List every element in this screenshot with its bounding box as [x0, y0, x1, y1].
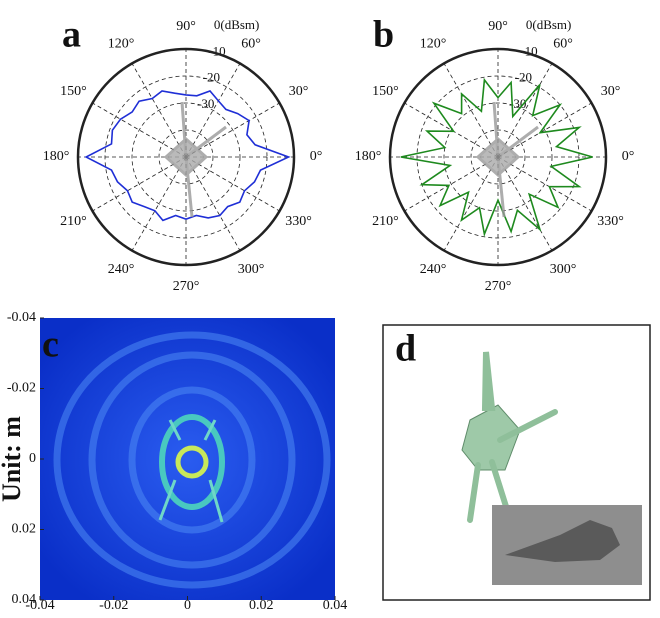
angle-label: 90° [488, 19, 508, 34]
angle-label: 330° [285, 214, 312, 229]
r-tick-label: 0(dBsm) [526, 17, 572, 32]
y-axis-label: Unit: m [0, 416, 26, 502]
angle-label: 300° [238, 262, 265, 277]
angle-label: 210° [60, 214, 87, 229]
angle-label: 30° [289, 84, 309, 99]
angle-label: 330° [597, 214, 624, 229]
x-tick-label: 0 [184, 598, 191, 613]
angle-label: 30° [601, 84, 621, 99]
r-tick-label: 0(dBsm) [214, 17, 260, 32]
y-tick-label: 0.04 [12, 592, 37, 607]
angle-label: 270° [173, 279, 200, 294]
angle-label: 90° [176, 19, 196, 34]
angle-label: 0° [622, 149, 635, 164]
angle-label: 120° [108, 37, 135, 52]
y-tick-label: 0 [29, 451, 36, 466]
angle-label: 270° [485, 279, 512, 294]
model-icon [478, 102, 538, 217]
angle-label: 180° [355, 149, 382, 164]
angle-label: 60° [553, 37, 573, 52]
y-tick-label: -0.04 [7, 310, 36, 325]
photo-panel [383, 325, 650, 600]
x-tick-label: 0.04 [323, 598, 348, 613]
angle-label: 0° [310, 149, 323, 164]
panel-label: d [395, 328, 416, 370]
angle-label: 150° [372, 84, 399, 99]
x-tick-label: -0.02 [99, 598, 128, 613]
panel-label: a [62, 14, 81, 56]
y-tick-label: 0.02 [12, 522, 37, 537]
angle-label: 150° [60, 84, 87, 99]
r-tick-label: -30 [197, 96, 214, 111]
angle-label: 180° [43, 149, 70, 164]
angle-label: 210° [372, 214, 399, 229]
angle-label: 60° [241, 37, 261, 52]
angle-label: 300° [550, 262, 577, 277]
heatmap-image [40, 318, 335, 600]
angle-label: 240° [420, 262, 447, 277]
panel-label: c [42, 324, 59, 366]
y-tick-label: -0.02 [7, 381, 36, 396]
figure: -30-20-100(dBsm)0°30°60°90°120°150°180°2… [0, 0, 660, 613]
model-icon [166, 102, 226, 217]
angle-label: 120° [420, 37, 447, 52]
x-tick-label: 0.02 [249, 598, 274, 613]
angle-label: 240° [108, 262, 135, 277]
panel-label: b [373, 14, 394, 56]
